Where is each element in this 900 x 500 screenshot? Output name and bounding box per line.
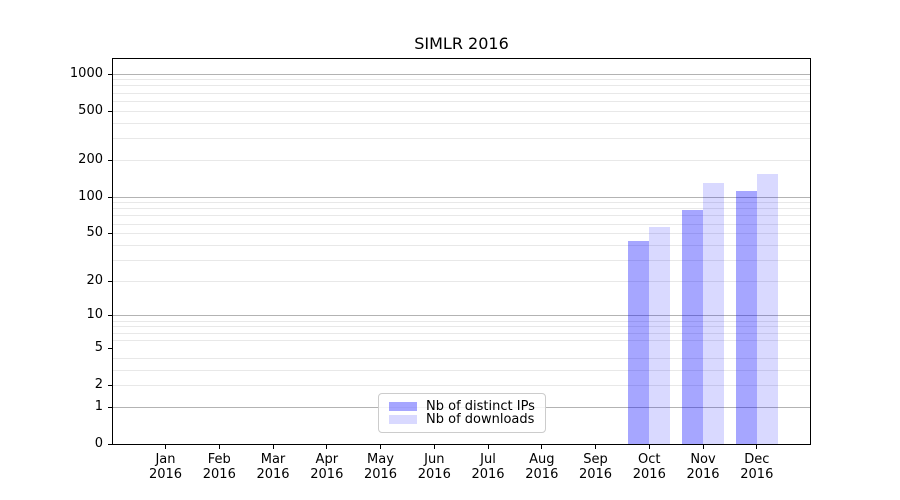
y-tick-mark	[108, 315, 113, 317]
y-minor-gridline	[113, 339, 810, 341]
legend-label-downloads: Nb of downloads	[426, 412, 535, 427]
x-tick-label: Aug 2016	[525, 452, 559, 482]
x-tick-label: Jul 2016	[471, 452, 505, 482]
y-minor-gridline	[113, 280, 810, 282]
x-tick-label: Mar 2016	[256, 452, 290, 482]
y-tick-label: 2	[94, 377, 103, 393]
y-minor-gridline	[113, 259, 810, 261]
bar-distinct-ips-nov	[682, 209, 703, 444]
y-tick-mark	[108, 159, 113, 161]
y-tick-label: 1	[94, 398, 103, 414]
y-tick-mark	[108, 233, 113, 235]
y-tick-label: 1000	[69, 65, 103, 81]
y-tick-mark	[108, 110, 113, 112]
y-minor-gridline	[113, 208, 810, 210]
y-major-gridline	[113, 315, 810, 317]
x-tick-mark	[702, 444, 704, 449]
y-minor-gridline	[113, 159, 810, 161]
chart-title: SIMLR 2016	[414, 34, 509, 53]
x-tick-mark	[326, 444, 328, 449]
y-minor-gridline	[113, 202, 810, 204]
x-tick-label: Dec 2016	[740, 452, 774, 482]
x-tick-mark	[218, 444, 220, 449]
legend-item-distinct-ips: Nb of distinct IPs	[389, 400, 535, 413]
x-tick-label: Nov 2016	[686, 452, 720, 482]
y-minor-gridline	[113, 122, 810, 124]
y-minor-gridline	[113, 100, 810, 102]
x-tick-mark	[272, 444, 274, 449]
plot-area: Nb of distinct IPs Nb of downloads 0 1 2 5 1…	[70, 58, 811, 482]
y-tick-label: 500	[78, 102, 103, 118]
y-minor-gridline	[113, 110, 810, 112]
y-major-gridline	[113, 73, 810, 75]
x-tick-mark	[433, 444, 435, 449]
y-tick-label: 5	[94, 339, 103, 355]
y-minor-gridline	[113, 244, 810, 246]
legend-label-distinct-ips: Nb of distinct IPs	[426, 399, 535, 414]
y-minor-gridline	[113, 326, 810, 328]
x-tick-label: Jun 2016	[417, 452, 451, 482]
y-minor-gridline	[113, 79, 810, 81]
y-minor-gridline	[113, 385, 810, 387]
x-tick-label: Oct 2016	[632, 452, 666, 482]
y-minor-gridline	[113, 369, 810, 371]
x-tick-label: Apr 2016	[310, 452, 344, 482]
x-tick-mark	[380, 444, 381, 449]
y-tick-mark	[108, 444, 113, 445]
y-minor-gridline	[113, 223, 810, 225]
y-tick-label: 0	[94, 436, 103, 451]
y-tick-mark	[108, 406, 113, 408]
y-tick-label: 10	[86, 307, 103, 323]
bar-downloads-dec	[756, 174, 778, 444]
y-minor-gridline	[113, 137, 810, 139]
bar-distinct-ips-dec	[735, 190, 757, 444]
x-tick-mark	[648, 444, 650, 449]
bar-downloads-nov	[703, 183, 724, 444]
legend-swatch-distinct-ips	[389, 402, 417, 411]
y-minor-gridline	[113, 92, 810, 94]
y-tick-label: 50	[86, 225, 103, 241]
y-minor-gridline	[113, 215, 810, 217]
y-tick-mark	[108, 196, 113, 198]
y-tick-label: 200	[78, 151, 103, 167]
x-tick-mark	[487, 444, 489, 449]
x-tick-mark	[756, 444, 758, 449]
y-tick-mark	[108, 385, 113, 387]
y-minor-gridline	[113, 85, 810, 87]
y-minor-gridline	[113, 332, 810, 334]
y-major-gridline	[113, 196, 810, 198]
x-tick-label: Jan 2016	[148, 452, 183, 482]
x-tick-label: Sep 2016	[578, 452, 613, 482]
bar-downloads-oct	[649, 227, 671, 444]
x-tick-mark	[595, 444, 596, 449]
legend: Nb of distinct IPs Nb of downloads	[378, 393, 546, 433]
x-tick-mark	[541, 444, 543, 449]
y-tick-label: 20	[86, 272, 103, 288]
legend-swatch-downloads	[389, 415, 417, 424]
y-minor-gridline	[113, 357, 810, 359]
y-tick-mark	[108, 347, 113, 349]
legend-item-downloads: Nb of downloads	[389, 413, 535, 426]
y-tick-mark	[108, 280, 113, 282]
x-tick-mark	[165, 444, 166, 449]
y-tick-label: 100	[78, 188, 103, 204]
y-tick-mark	[108, 73, 113, 75]
bar-distinct-ips-oct	[628, 241, 650, 444]
x-tick-label: Feb 2016	[202, 452, 236, 482]
y-minor-gridline	[113, 233, 810, 235]
y-minor-gridline	[113, 320, 810, 322]
x-tick-label: May 2016	[363, 452, 398, 482]
